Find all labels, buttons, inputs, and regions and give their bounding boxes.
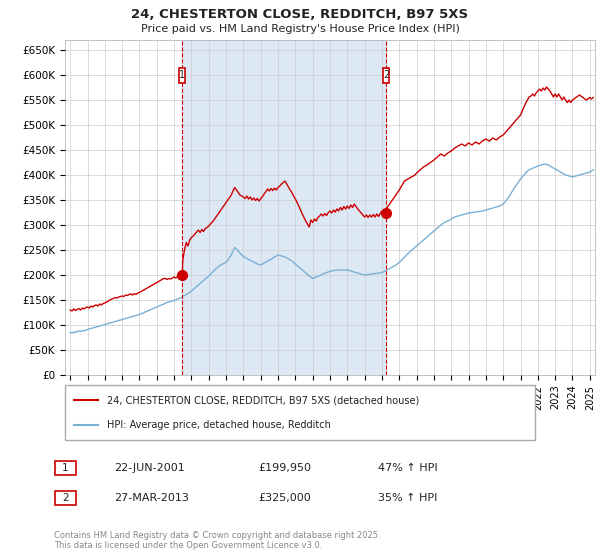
- Text: 2: 2: [383, 70, 389, 80]
- Text: 2: 2: [62, 493, 69, 503]
- FancyBboxPatch shape: [383, 68, 389, 82]
- Text: 24, CHESTERTON CLOSE, REDDITCH, B97 5XS: 24, CHESTERTON CLOSE, REDDITCH, B97 5XS: [131, 8, 469, 21]
- Text: Contains HM Land Registry data © Crown copyright and database right 2025.
This d: Contains HM Land Registry data © Crown c…: [54, 530, 380, 550]
- FancyBboxPatch shape: [65, 385, 535, 440]
- Text: Price paid vs. HM Land Registry's House Price Index (HPI): Price paid vs. HM Land Registry's House …: [140, 24, 460, 34]
- FancyBboxPatch shape: [55, 461, 76, 475]
- Text: £325,000: £325,000: [258, 493, 311, 503]
- Text: £199,950: £199,950: [258, 463, 311, 473]
- Text: HPI: Average price, detached house, Redditch: HPI: Average price, detached house, Redd…: [107, 419, 331, 430]
- Text: 22-JUN-2001: 22-JUN-2001: [114, 463, 185, 473]
- Bar: [182, 40, 386, 375]
- Text: 1: 1: [62, 463, 69, 473]
- FancyBboxPatch shape: [179, 68, 185, 82]
- Text: 1: 1: [179, 70, 185, 80]
- FancyBboxPatch shape: [55, 491, 76, 505]
- Text: 35% ↑ HPI: 35% ↑ HPI: [378, 493, 437, 503]
- Text: 24, CHESTERTON CLOSE, REDDITCH, B97 5XS (detached house): 24, CHESTERTON CLOSE, REDDITCH, B97 5XS …: [107, 395, 419, 405]
- Text: 27-MAR-2013: 27-MAR-2013: [114, 493, 189, 503]
- Text: 47% ↑ HPI: 47% ↑ HPI: [378, 463, 437, 473]
